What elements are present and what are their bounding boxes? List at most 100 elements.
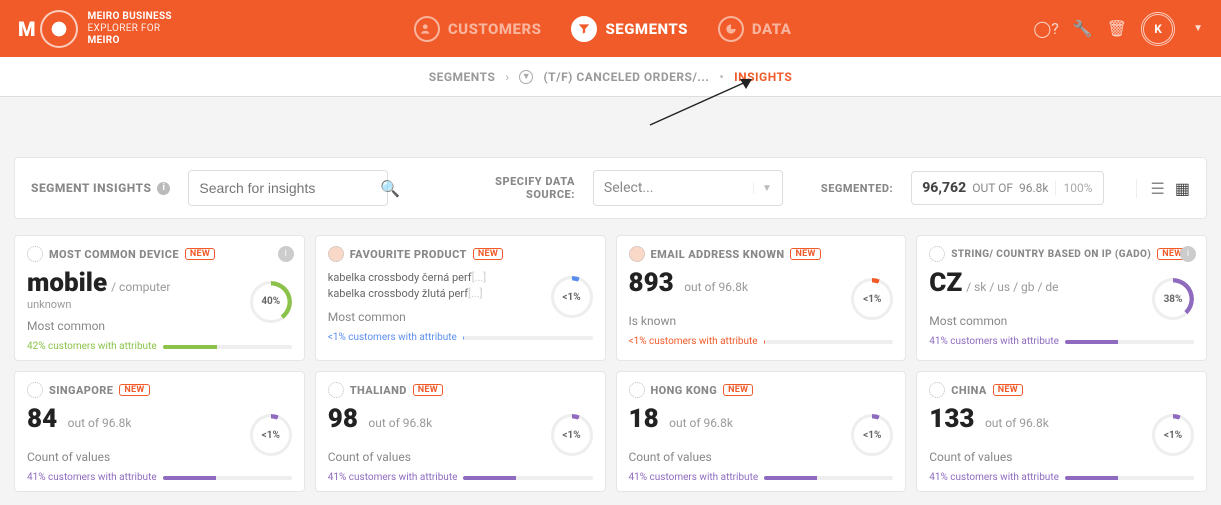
new-badge: NEW <box>413 384 443 396</box>
card-foot-text: 41% customers with attribute <box>929 336 1059 347</box>
source-icon <box>929 246 945 262</box>
view-grid-icon[interactable]: ▦ <box>1175 179 1190 198</box>
card-thaliand[interactable]: THALIANDNEW 98 out of 96.8kCount of valu… <box>315 371 606 492</box>
crumb-mid[interactable]: (T/F) CANCELED ORDERS/... <box>543 70 709 84</box>
crumb-sep1: › <box>505 70 509 84</box>
crumb-sep2: • <box>719 70 724 84</box>
card-sub1: out of 96.8k <box>684 280 748 294</box>
specify-source-label: SPECIFY DATA SOURCE: <box>495 175 575 201</box>
spec-l2: SOURCE: <box>495 188 575 201</box>
settings-icon[interactable]: 🔧 <box>1073 19 1093 38</box>
card-main: 893 <box>629 268 674 298</box>
topbar: M MEIRO BUSINESS EXPLORER FOR MEIRO CUST… <box>0 0 1221 57</box>
card-main: CZ <box>929 268 962 298</box>
card-ring: 38% <box>1152 278 1194 320</box>
card-main: mobile <box>27 268 107 298</box>
source-icon <box>27 246 43 262</box>
card-sub1: out of 96.8k <box>985 416 1049 430</box>
card-sub1: out of 96.8k <box>368 416 432 430</box>
card-ring: <1% <box>250 414 292 456</box>
avatar-letter: K <box>1154 22 1162 36</box>
card-title: STRING/ COUNTRY BASED ON IP (GADO) <box>951 249 1151 260</box>
card-title: CHINA <box>951 384 987 397</box>
trash-icon[interactable]: 🗑 <box>1107 19 1127 38</box>
data-icon <box>718 16 744 42</box>
toolbar-title: SEGMENT INSIGHTS i <box>31 181 170 195</box>
nav-segments[interactable]: SEGMENTS <box>571 16 687 42</box>
source-select[interactable]: Select... ▼ <box>593 170 783 206</box>
main-nav: CUSTOMERS SEGMENTS DATA <box>172 16 1034 42</box>
card-sub1: / sk / us / gb / de <box>966 280 1058 294</box>
card-favprod[interactable]: FAVOURITE PRODUCT NEW kabelka crossbody č… <box>315 235 606 361</box>
help-icon[interactable]: ◯? <box>1033 19 1058 38</box>
segments-icon <box>571 16 597 42</box>
brand-line3: MEIRO <box>88 35 172 47</box>
card-desc: Most common <box>328 310 486 324</box>
card-title: MOST COMMON DEVICE <box>49 248 179 261</box>
card-info-icon[interactable]: i <box>1180 246 1196 262</box>
nav-customers[interactable]: CUSTOMERS <box>414 16 542 42</box>
breadcrumb: SEGMENTS › ▼ (T/F) CANCELED ORDERS/... •… <box>0 57 1221 97</box>
card-ring: <1% <box>1152 414 1194 456</box>
crumb-root[interactable]: SEGMENTS <box>429 70 496 84</box>
card-title: SINGAPORE <box>49 384 113 397</box>
new-badge: NEW <box>473 248 503 260</box>
card-hongkong[interactable]: HONG KONG NEW 18 out of 96.8k Count of val… <box>616 371 907 492</box>
view-toggle: ☰ ▦ <box>1136 179 1190 198</box>
card-title: EMAIL ADDRESS KNOWN <box>651 248 785 261</box>
crumb-leaf[interactable]: INSIGHTS <box>734 70 792 84</box>
segmented-outof: OUT OF <box>972 181 1013 195</box>
fav-l2-fade: [...] <box>468 287 483 300</box>
card-sub1: out of 96.8k <box>669 416 733 430</box>
top-actions: ◯? 🔧 🗑 K ▼ <box>1033 12 1203 46</box>
source-icon <box>629 382 645 398</box>
brand-block[interactable]: M MEIRO BUSINESS EXPLORER FOR MEIRO <box>18 10 172 48</box>
fav-list: kabelka crossbody černá perf[...] kabelk… <box>328 270 486 302</box>
segmented-count: 96,762 <box>922 180 966 196</box>
card-main: 18 <box>629 404 659 434</box>
search-input-wrap[interactable]: 🔍 <box>188 170 388 206</box>
card-info-icon[interactable]: i <box>278 246 294 262</box>
card-desc: Count of values <box>328 450 432 464</box>
user-avatar[interactable]: K <box>1141 12 1175 46</box>
search-input[interactable] <box>199 180 380 196</box>
card-desc: Count of values <box>27 450 131 464</box>
card-ring: 40% <box>250 281 292 323</box>
nav-segments-label: SEGMENTS <box>605 20 687 38</box>
card-foot-text: 41% customers with attribute <box>27 472 157 483</box>
logo-letter: M <box>18 17 36 41</box>
user-menu-caret-icon[interactable]: ▼ <box>1193 23 1203 34</box>
card-desc: Count of values <box>929 450 1049 464</box>
view-list-icon[interactable]: ☰ <box>1151 179 1165 198</box>
card-desc: Most common <box>27 319 170 333</box>
card-desc: Count of values <box>629 450 733 464</box>
source-icon <box>629 246 645 262</box>
source-icon <box>328 246 344 262</box>
card-sub1: out of 96.8k <box>68 416 132 430</box>
card-singapore[interactable]: SINGAPORENEW 84 out of 96.8kCount of val… <box>14 371 305 492</box>
toolbar-info-icon[interactable]: i <box>157 182 170 195</box>
segmented-pct: 100% <box>1055 181 1093 195</box>
card-device[interactable]: MOST COMMON DEVICE NEW i mobile / computer… <box>14 235 305 361</box>
card-sub1: / computer <box>111 280 170 294</box>
cards-grid: MOST COMMON DEVICE NEW i mobile / computer… <box>14 235 1207 492</box>
card-foot-text: 41% customers with attribute <box>929 472 1059 483</box>
card-country[interactable]: STRING/ COUNTRY BASED ON IP (GADO)NEW i … <box>916 235 1207 361</box>
card-desc: Most common <box>929 314 1058 328</box>
card-china[interactable]: CHINANEW 133 out of 96.8kCount of values… <box>916 371 1207 492</box>
card-foot-text: <1% customers with attribute <box>328 332 457 343</box>
new-badge: NEW <box>723 384 753 396</box>
logo-icon <box>40 10 78 48</box>
card-foot-text: 41% customers with attribute <box>629 472 759 483</box>
new-badge: NEW <box>185 248 215 260</box>
nav-data[interactable]: DATA <box>718 16 792 42</box>
card-email[interactable]: EMAIL ADDRESS KNOWNNEW 893 out of 96.8k … <box>616 235 907 361</box>
card-title: HONG KONG <box>651 384 718 397</box>
card-foot-text: 42% customers with attribute <box>27 341 157 352</box>
card-ring: <1% <box>851 414 893 456</box>
card-title: FAVOURITE PRODUCT <box>350 248 467 261</box>
chevron-down-icon: ▼ <box>753 183 772 194</box>
nav-customers-label: CUSTOMERS <box>448 20 542 38</box>
card-ring: <1% <box>551 414 593 456</box>
card-main: 133 <box>929 404 974 434</box>
